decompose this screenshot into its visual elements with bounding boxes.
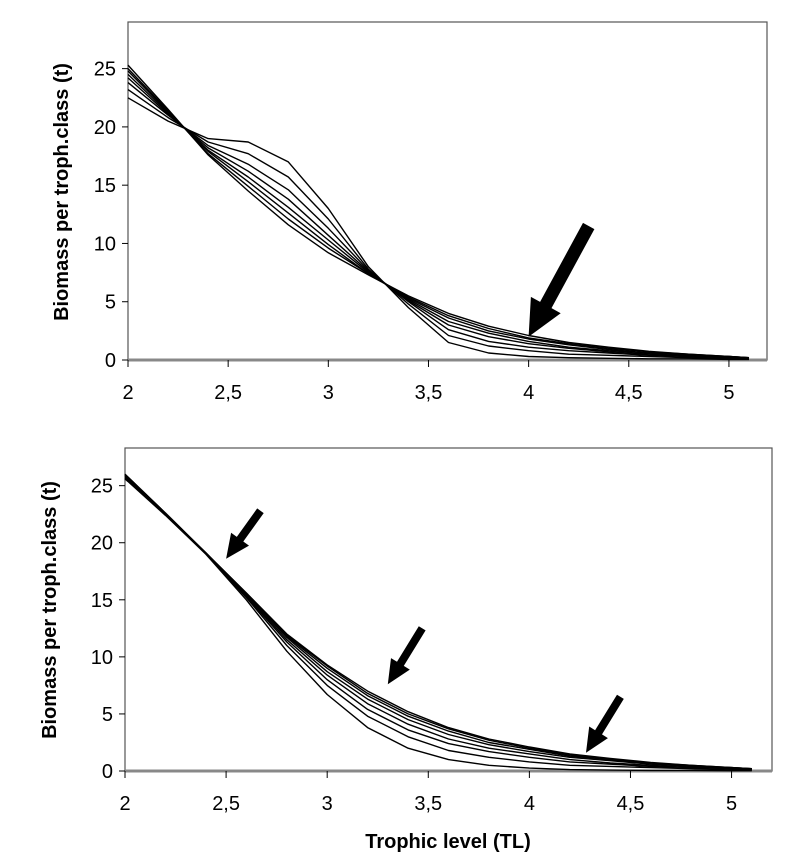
plot-frame <box>124 447 773 772</box>
x-tick-label: 2,5 <box>214 382 242 404</box>
y-tick-label: 0 <box>102 761 113 783</box>
series-line-s6 <box>127 70 750 359</box>
series-line-s8 <box>124 473 752 770</box>
series-line-s1 <box>127 97 749 361</box>
annotation-arrow <box>226 508 264 559</box>
top-y-axis-label: Biomass per troph.class (t) <box>51 63 73 321</box>
series-line-s7 <box>124 473 752 770</box>
series-line-s2 <box>124 477 752 771</box>
y-tick-label: 25 <box>91 476 113 498</box>
series-line-s1 <box>124 478 752 772</box>
series-line-s5 <box>127 73 749 359</box>
x-tick-label: 4,5 <box>615 382 643 404</box>
series-line-s4 <box>127 77 750 360</box>
y-tick-label: 20 <box>91 533 113 555</box>
bottom-chart: Biomass per troph.class (t) Trophic leve… <box>39 447 773 853</box>
y-tick-label: 25 <box>94 59 116 81</box>
y-tick-label: 15 <box>91 590 113 612</box>
y-tick-label: 10 <box>91 647 113 669</box>
x-tick-label: 2 <box>119 793 130 815</box>
annotation-arrow <box>387 626 426 685</box>
top-chart: Biomass per troph.class (t) Trophic leve… <box>51 21 768 441</box>
y-tick-label: 5 <box>105 292 116 314</box>
series-line-s8 <box>127 64 750 359</box>
y-tick-label: 20 <box>94 117 116 139</box>
series-line-s3 <box>124 475 752 771</box>
plot-frame <box>127 21 768 361</box>
series-line-s2 <box>127 89 749 360</box>
x-tick-label: 3 <box>322 793 333 815</box>
y-tick-label: 15 <box>94 175 116 197</box>
x-tick-label: 5 <box>726 793 737 815</box>
x-tick-label: 4,5 <box>617 793 645 815</box>
x-tick-label: 5 <box>723 382 734 404</box>
x-tick-label: 3,5 <box>415 382 443 404</box>
bottom-x-axis-label: Trophic level (TL) <box>365 831 531 853</box>
y-tick-label: 5 <box>102 704 113 726</box>
annotation-arrow <box>528 222 595 337</box>
bottom-y-axis-label: Biomass per troph.class (t) <box>39 481 61 739</box>
x-tick-label: 2,5 <box>212 793 240 815</box>
x-tick-label: 2 <box>122 382 133 404</box>
series-line-s3 <box>127 82 750 360</box>
annotation-arrow <box>586 694 624 753</box>
x-tick-label: 4 <box>523 382 534 404</box>
y-tick-label: 0 <box>105 350 116 372</box>
y-tick-label: 10 <box>94 233 116 255</box>
x-tick-label: 3 <box>323 382 334 404</box>
top-x-axis-label: Trophic level (TL) <box>365 419 531 441</box>
series-line-s7 <box>127 68 750 359</box>
x-tick-label: 4 <box>524 793 535 815</box>
x-tick-label: 3,5 <box>414 793 442 815</box>
